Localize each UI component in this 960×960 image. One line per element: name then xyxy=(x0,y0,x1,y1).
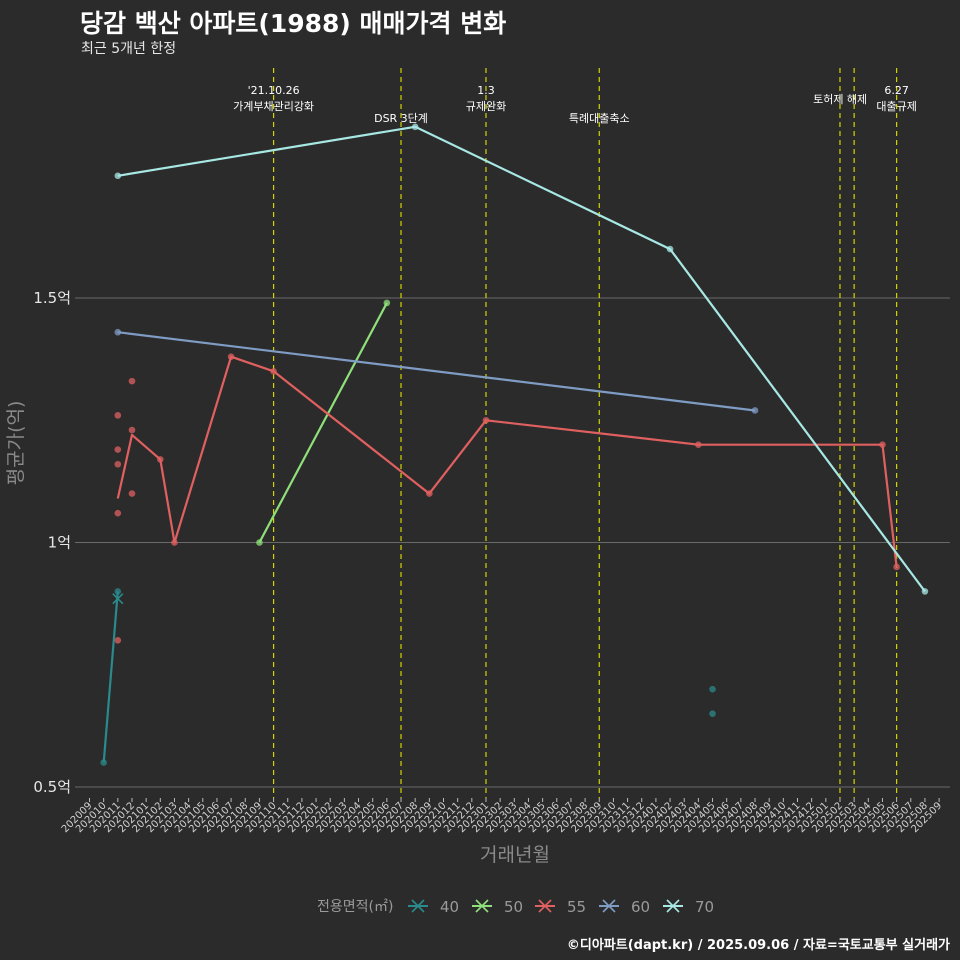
y-axis-title: 평균가(억) xyxy=(5,401,27,486)
data-point-60-0 xyxy=(114,328,122,336)
data-point-55-10 xyxy=(227,353,235,360)
data-point-70-0 xyxy=(114,172,122,180)
legend-label-60: 60 xyxy=(631,898,650,916)
data-point-55-16 xyxy=(893,563,900,571)
event-label-0-1: 가계부채관리강화 xyxy=(233,100,314,113)
data-point-40-2 xyxy=(709,685,716,693)
data-point-55-5 xyxy=(128,377,136,385)
cross-marker-40 xyxy=(112,593,124,605)
data-point-70-3 xyxy=(921,588,929,595)
y-tick-label-2: 1.5억 xyxy=(33,289,71,307)
legend-key-cross-40 xyxy=(411,899,425,913)
event-label-1-0: DSR 3단계 xyxy=(374,112,428,125)
series-line-40 xyxy=(102,591,119,763)
series-line-50 xyxy=(258,302,388,544)
legend-key-cross-70 xyxy=(666,899,680,913)
data-point-70-1 xyxy=(411,123,419,131)
data-point-55-0 xyxy=(114,412,122,419)
data-point-60-1 xyxy=(751,407,759,414)
event-label-5-0: 토허제 해제 xyxy=(813,92,867,106)
data-point-70-2 xyxy=(666,245,674,253)
data-point-55-9 xyxy=(171,539,178,546)
series-line-55 xyxy=(116,355,898,568)
data-point-50-1 xyxy=(383,299,391,307)
series-line-70 xyxy=(117,125,926,593)
legend-key-cross-50 xyxy=(475,899,489,913)
data-point-55-1 xyxy=(114,446,122,453)
data-point-55-15 xyxy=(879,441,886,449)
series-line-60 xyxy=(117,331,756,412)
event-label-2-0: 1.3 xyxy=(477,84,495,97)
data-point-55-12 xyxy=(426,490,433,497)
event-label-2-1: 규제완화 xyxy=(466,100,506,113)
data-point-55-8 xyxy=(157,456,164,463)
legend-key-cross-55 xyxy=(538,899,552,913)
event-label-6-0: 6.27 xyxy=(884,84,909,97)
data-point-55-7 xyxy=(128,490,136,497)
legend-label-50: 50 xyxy=(504,898,523,916)
data-point-55-11 xyxy=(270,368,277,375)
data-point-40-3 xyxy=(709,710,716,717)
legend-label-55: 55 xyxy=(567,898,586,916)
data-point-50-0 xyxy=(256,539,263,546)
data-point-55-6 xyxy=(128,426,136,434)
data-point-55-3 xyxy=(114,509,122,517)
legend-label-70: 70 xyxy=(695,898,714,916)
y-tick-label-1: 1억 xyxy=(48,534,71,552)
y-tick-label-0: 0.5억 xyxy=(33,778,71,796)
data-point-55-14 xyxy=(695,441,702,449)
chart-subtitle: 최근 5개년 한정 xyxy=(81,41,177,57)
data-point-55-4 xyxy=(114,637,122,644)
legend-key-cross-60 xyxy=(602,899,616,913)
source-caption: ©디아파트(dapt.kr) / 2025.09.06 / 자료=국토교통부 실… xyxy=(566,938,950,953)
event-label-0-0: '21.10.26 xyxy=(248,84,300,97)
data-point-55-13 xyxy=(482,416,490,424)
data-point-55-2 xyxy=(114,460,122,468)
event-label-6-1: 대출규제 xyxy=(876,100,916,113)
legend-label-40: 40 xyxy=(440,898,459,916)
data-point-40-0 xyxy=(100,759,107,766)
event-label-3-0: 특례대출축소 xyxy=(569,112,630,125)
chart-title: 당감 백산 아파트(1988) 매매가격 변화 xyxy=(80,9,507,38)
legend-title: 전용면적(㎡) xyxy=(317,899,393,915)
x-axis-title: 거래년월 xyxy=(480,844,550,866)
data-point-40-1 xyxy=(114,588,122,595)
